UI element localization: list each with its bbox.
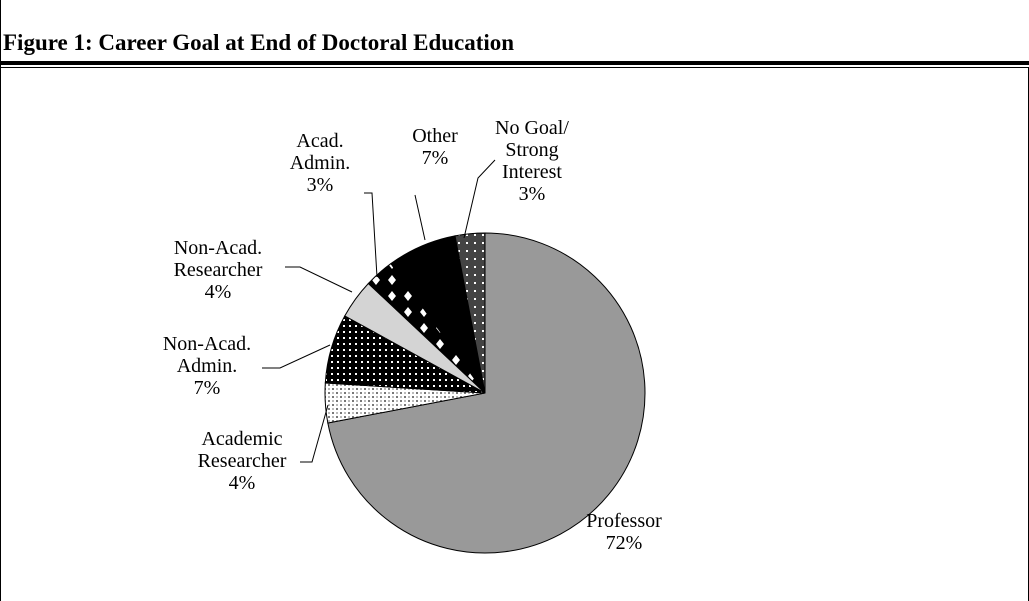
title-rule-thin <box>0 67 1029 68</box>
leader-line <box>300 404 329 463</box>
slice-label: No Goal/Strong Interest 3% <box>495 117 569 205</box>
leader-line <box>364 192 378 278</box>
leader-line <box>414 194 426 241</box>
pie-slice-no-goal-strong-interest <box>454 232 486 394</box>
left-border <box>0 0 1 601</box>
slice-label: Other 7% <box>412 125 458 169</box>
leader-lines <box>262 159 496 463</box>
pie-slice-professor <box>327 232 646 554</box>
figure-header: Figure 1: Career Goal at End of Doctoral… <box>0 0 1029 62</box>
slice-labels: Professor 72% Academic Researcher 4% Non-Acad… <box>163 117 662 554</box>
leader-line <box>285 266 353 293</box>
pie-slices <box>324 232 646 554</box>
slice-label: Acad. Admin. 3% <box>290 130 351 196</box>
slice-label: Academic Researcher 4% <box>198 428 287 494</box>
slice-label: Professor 72% <box>586 510 662 554</box>
slice-label: Non-Acad. Researcher 4% <box>174 237 263 303</box>
leader-line <box>463 159 496 239</box>
slice-label: Non-Acad. Admin. 7% <box>163 333 251 399</box>
title-rule-thick <box>0 61 1029 65</box>
leader-line <box>262 344 331 369</box>
figure-title: Figure 1: Career Goal at End of Doctoral… <box>3 30 515 55</box>
